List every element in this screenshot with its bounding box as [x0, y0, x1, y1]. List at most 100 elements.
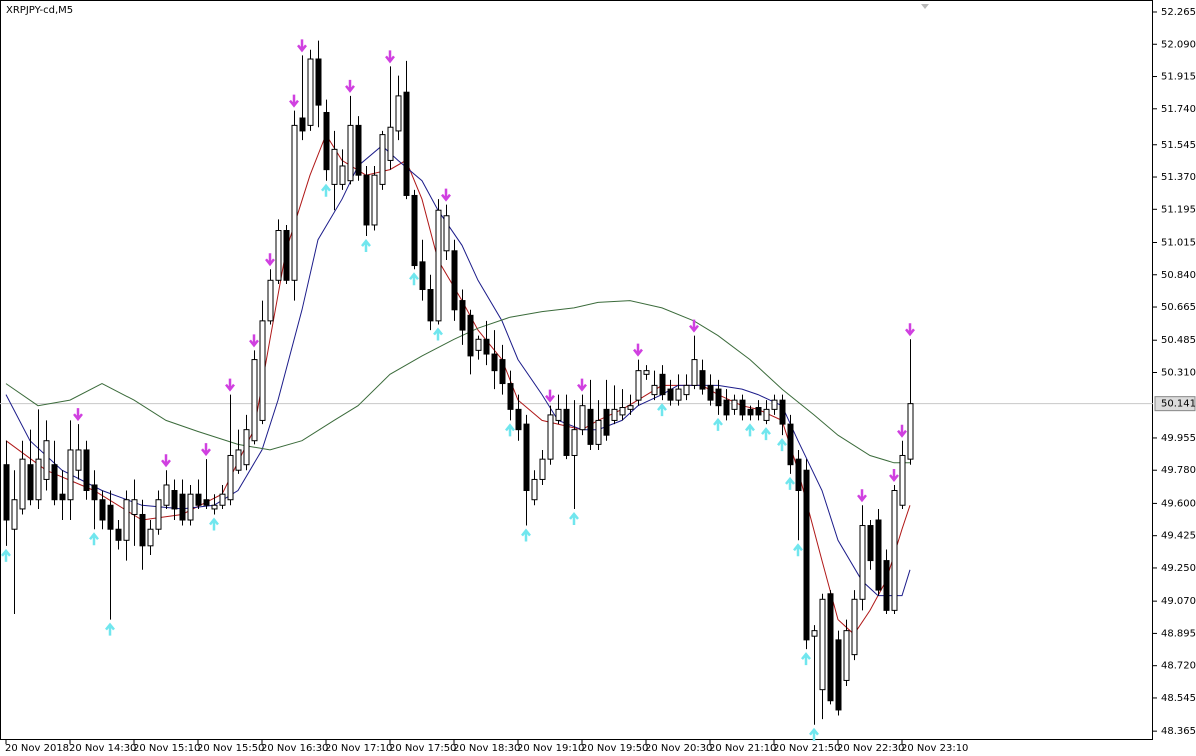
candle-body [11, 499, 18, 530]
candle-body [883, 560, 890, 611]
candle-body [259, 320, 266, 421]
x-tick-label: 20 Nov 18:30 [453, 743, 520, 754]
candle-body [467, 314, 474, 357]
candle-body [579, 405, 586, 431]
y-tick-label: 48.895 [1161, 628, 1196, 639]
sell-arrow [633, 343, 643, 357]
candle-body [483, 338, 490, 355]
candle-body [387, 126, 394, 161]
y-tick-label: 50.665 [1161, 302, 1196, 313]
candle-body [91, 484, 98, 501]
plot-frame [0, 0, 1153, 740]
candle-body [171, 490, 178, 510]
buy-arrow [809, 727, 819, 741]
candle-body [787, 423, 794, 466]
sell-arrow [545, 389, 555, 403]
y-tick-label: 48.365 [1161, 726, 1196, 737]
y-tick-label: 51.195 [1161, 204, 1196, 215]
candle-body [243, 429, 250, 466]
x-tick-label: 20 Nov 16:30 [261, 743, 328, 754]
y-tick-label: 50.840 [1161, 270, 1196, 281]
sell-arrow [161, 454, 171, 468]
buy-arrow [521, 528, 531, 542]
candle-body [67, 449, 74, 501]
candle-body [235, 449, 242, 471]
last-price-box [1154, 396, 1196, 412]
candle-body [379, 134, 386, 185]
candle-body [59, 493, 66, 501]
candle-body [619, 407, 626, 416]
candle-body [715, 388, 722, 407]
candle-body [147, 528, 154, 547]
candle-body [347, 124, 354, 182]
candle-body [651, 384, 658, 396]
x-tick-label: 20 Nov 14:30 [69, 743, 136, 754]
sell-arrow [441, 188, 451, 202]
candle-body [571, 429, 578, 456]
candle-body [635, 370, 642, 401]
candle-body [275, 230, 282, 281]
buy-arrow [1, 548, 11, 562]
chart-title: XRPJPY-cd,M5 [6, 5, 73, 16]
candle-body [435, 209, 442, 322]
candle-body [683, 384, 690, 396]
candle-body [99, 499, 106, 521]
candle-body [731, 399, 738, 410]
candle-body [747, 408, 754, 416]
sell-arrow [577, 378, 587, 392]
y-tick-label: 49.780 [1161, 465, 1196, 476]
candle-body [123, 499, 130, 541]
candle-body [739, 399, 746, 416]
candle-body [555, 408, 562, 421]
candle-body [851, 598, 858, 656]
candle-body [227, 454, 234, 501]
candle-body [75, 449, 82, 471]
candle-body [611, 408, 618, 421]
x-tick-label: 20 Nov 15:10 [133, 743, 200, 754]
sell-arrow [73, 408, 83, 422]
candle-body [699, 370, 706, 390]
candle-body [835, 639, 842, 711]
candle-body [355, 124, 362, 176]
candle-body [891, 490, 898, 611]
buy-arrow [793, 543, 803, 557]
candle-body [603, 408, 610, 436]
y-tick-label: 52.090 [1161, 39, 1196, 50]
candle-body [403, 91, 410, 196]
candle-body [723, 399, 730, 416]
candle-body [539, 458, 546, 480]
x-tick-label: 20 Nov 22:30 [837, 743, 904, 754]
candle-body [803, 469, 810, 641]
candle-body [115, 528, 122, 541]
sell-arrow [201, 443, 211, 457]
sell-arrow [265, 253, 275, 267]
candle-body [395, 95, 402, 132]
x-tick-label: 20 Nov 19:10 [517, 743, 584, 754]
y-tick-label: 49.250 [1161, 563, 1196, 574]
sell-arrow [345, 79, 355, 93]
candle-body [659, 373, 666, 396]
y-tick-label: 48.720 [1161, 661, 1196, 672]
sell-arrow [905, 323, 915, 337]
last-price-label: 50.141 [1161, 399, 1196, 410]
buy-arrow [209, 517, 219, 531]
moving-average [5, 133, 911, 636]
moving-average [5, 300, 910, 464]
candle-body [371, 174, 378, 226]
x-tick-label: 20 Nov 21:50 [773, 743, 840, 754]
candle-body [819, 598, 826, 691]
buy-arrow [745, 423, 755, 437]
candle-body [307, 58, 314, 126]
candle-body [587, 408, 594, 445]
candle-body [27, 464, 34, 501]
buy-arrow [713, 417, 723, 431]
buy-arrow [409, 272, 419, 286]
candle-body [899, 454, 906, 506]
candle-body [339, 165, 346, 185]
candle-body [595, 419, 602, 445]
candle-body [795, 458, 802, 492]
x-tick-label: 20 Nov 21:10 [709, 743, 776, 754]
candle-body [907, 403, 914, 460]
y-tick-label: 49.955 [1161, 433, 1196, 444]
